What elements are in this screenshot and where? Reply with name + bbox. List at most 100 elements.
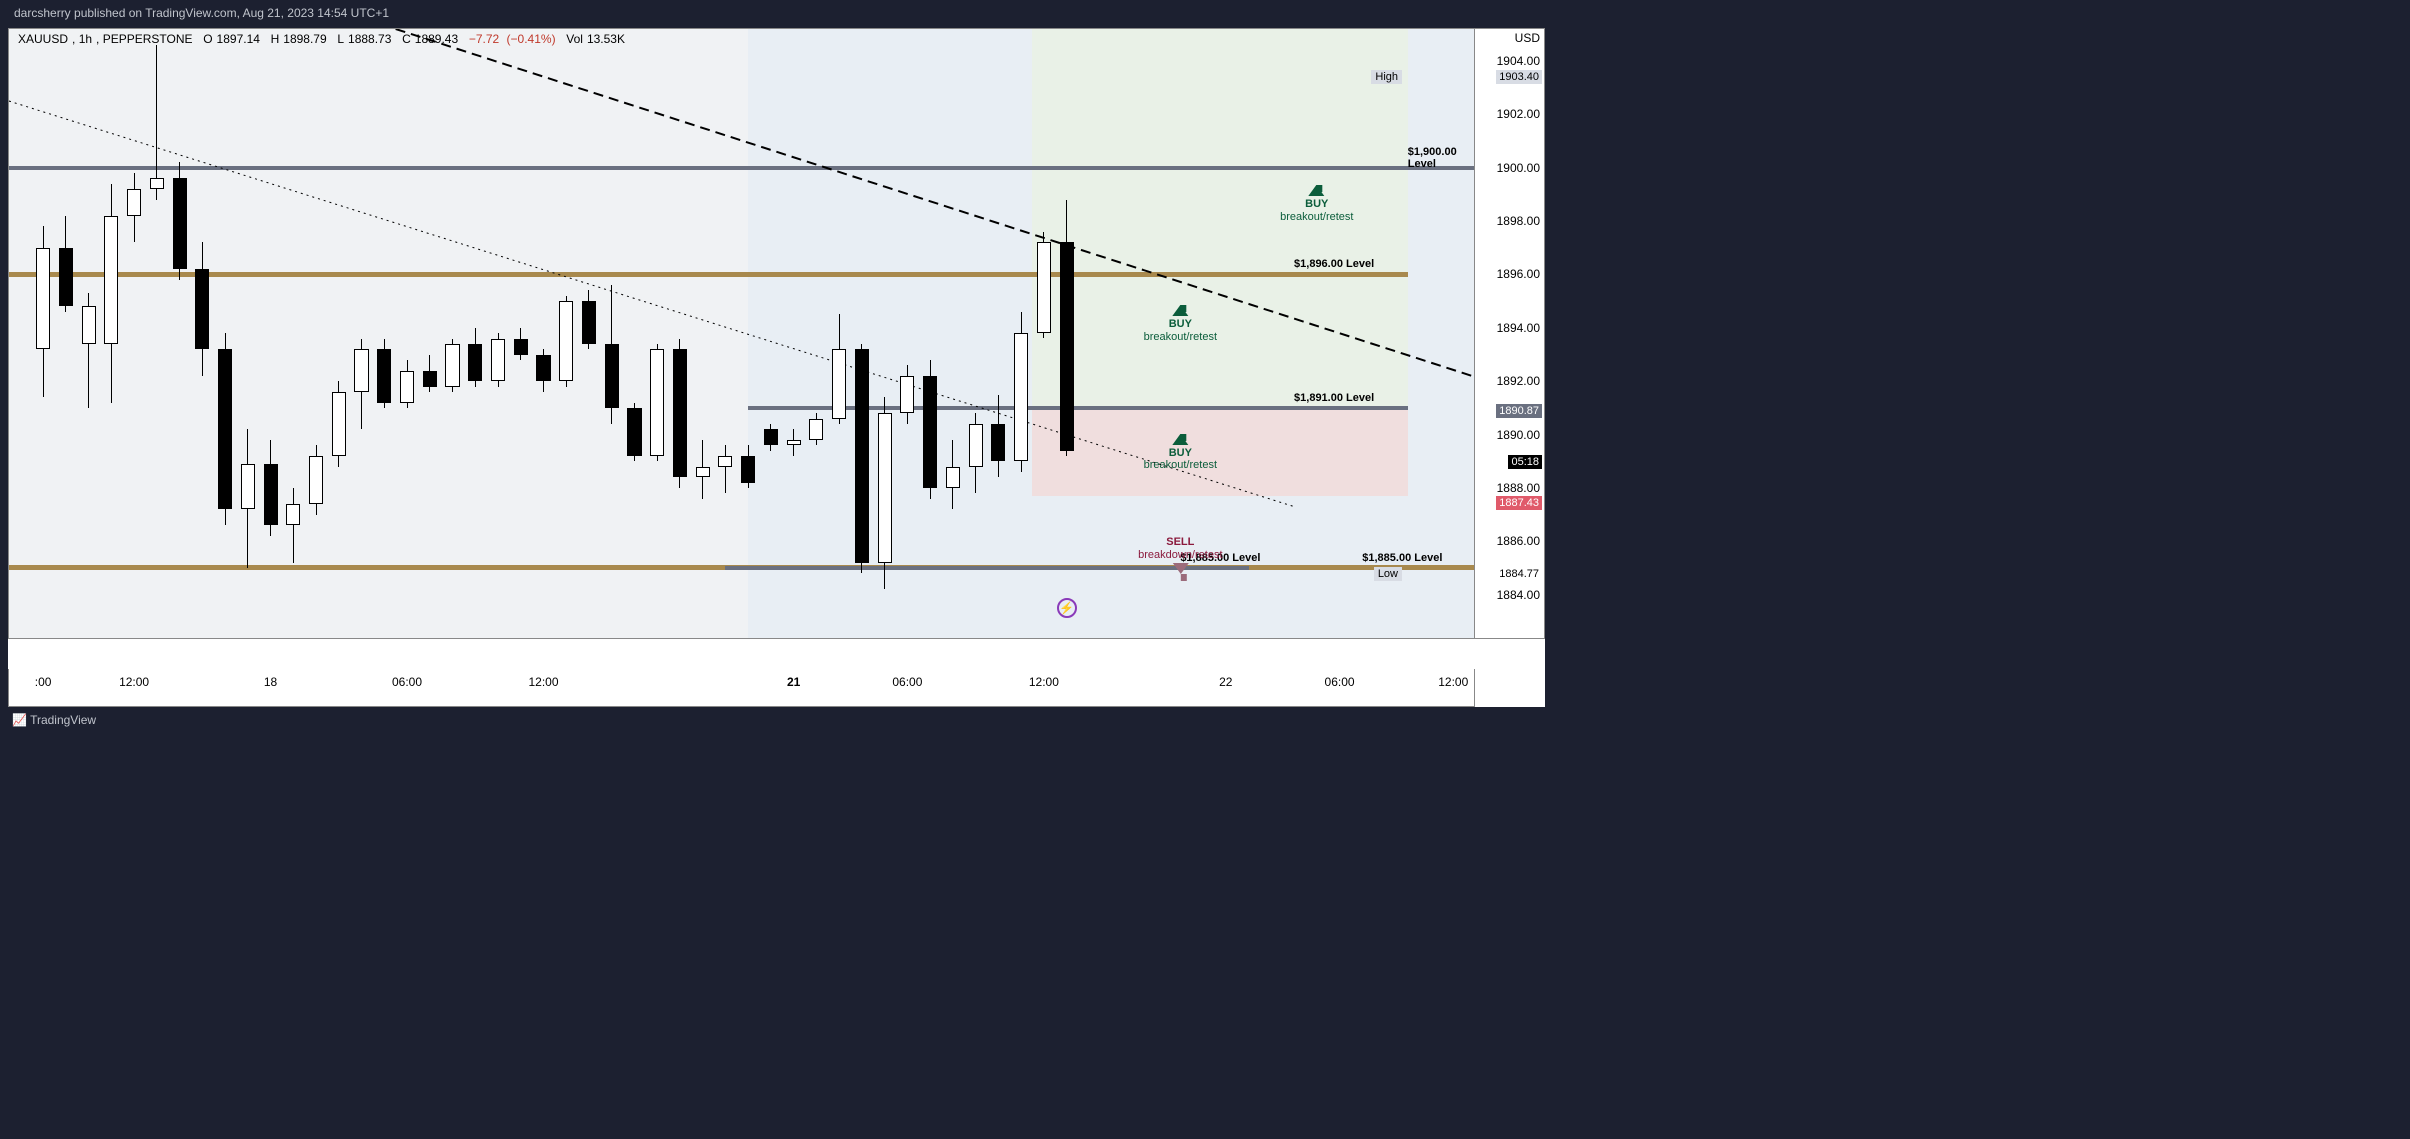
candle-body — [59, 248, 73, 307]
bg-zone — [9, 29, 748, 639]
broker: PEPPERSTONE — [103, 32, 193, 46]
level-label: $1,900.00 Level — [1408, 146, 1474, 170]
level-label: $1,891.00 Level — [1294, 392, 1374, 404]
candle-body — [354, 349, 368, 392]
candle-body — [627, 408, 641, 456]
y-tick: 1898.00 — [1497, 214, 1540, 228]
candle-body — [309, 456, 323, 504]
buy-annotation: BUYbreakout/retest — [1144, 435, 1217, 472]
candle-body — [104, 216, 118, 344]
x-tick: 12:00 — [1029, 675, 1059, 689]
candle-body — [991, 424, 1005, 461]
y-tick: 1904.00 — [1497, 54, 1540, 68]
y-tick: 1888.00 — [1497, 481, 1540, 495]
y-tick: 1896.00 — [1497, 267, 1540, 281]
level-line — [9, 272, 1408, 277]
candle-body — [36, 248, 50, 349]
candle-body — [173, 178, 187, 269]
chart-header: XAUUSD, 1h, PEPPERSTONE O1897.14 H1898.7… — [8, 28, 1545, 52]
y-axis: USD 1904.001902.001900.001898.001896.001… — [1475, 28, 1545, 639]
publish-info: darcsherry published on TradingView.com,… — [0, 0, 1553, 28]
candle-body — [377, 349, 391, 402]
candle-body — [1037, 242, 1051, 333]
candle-body — [127, 189, 141, 216]
candle-body — [445, 344, 459, 387]
x-tick: 22 — [1219, 675, 1232, 689]
footer-brand: 📈 TradingView — [0, 707, 1553, 735]
candle-body — [218, 349, 232, 509]
candle-body — [923, 376, 937, 488]
candle-body — [969, 424, 983, 467]
candle-body — [1014, 333, 1028, 461]
x-tick: 06:00 — [392, 675, 422, 689]
x-tick: 06:00 — [892, 675, 922, 689]
trade-zone — [1032, 408, 1407, 496]
candle-body — [241, 464, 255, 509]
buy-annotation: BUYbreakout/retest — [1280, 186, 1353, 223]
candle-body — [286, 504, 300, 525]
x-tick: 06:00 — [1325, 675, 1355, 689]
y-tick: 1894.00 — [1497, 321, 1540, 335]
candle-body — [878, 413, 892, 562]
candle-body — [150, 178, 164, 189]
y-tick: 1892.00 — [1497, 374, 1540, 388]
candle-body — [855, 349, 869, 562]
price-plot[interactable]: $1,900.00 Level $1,896.00 Level $1,891.00 … — [8, 28, 1475, 639]
x-tick: 18 — [264, 675, 277, 689]
sell-annotation: SELLbreakdown/retest — [1138, 536, 1222, 574]
x-axis: :00 12:00 18 06:00 12:00 21 06:00 12:00 22 06:00 1… — [8, 669, 1475, 707]
candle-body — [400, 371, 414, 403]
level-label: $1,896.00 Level — [1294, 258, 1374, 270]
range-label: High — [1371, 70, 1402, 84]
chart-page: darcsherry published on TradingView.com,… — [0, 0, 1553, 735]
price-marker: 1890.87 — [1496, 404, 1542, 418]
level-label: $1,885.00 Level — [1362, 552, 1442, 564]
candle-wick — [725, 445, 726, 493]
candle-body — [195, 269, 209, 349]
chart-frame: XAUUSD, 1h, PEPPERSTONE O1897.14 H1898.7… — [8, 28, 1545, 707]
candle-body — [423, 371, 437, 387]
candle-body — [582, 301, 596, 344]
range-label: Low — [1374, 567, 1402, 581]
candle-body — [741, 456, 755, 483]
x-tick: 21 — [787, 675, 800, 689]
candle-body — [673, 349, 687, 477]
price-marker: 1887.43 — [1496, 496, 1542, 510]
timeframe: 1h — [79, 32, 92, 46]
candle-body — [1060, 242, 1074, 450]
x-tick: :00 — [35, 675, 52, 689]
level-line — [9, 166, 1475, 170]
level-line — [748, 406, 1408, 410]
candle-body — [332, 392, 346, 456]
symbol: XAUUSD — [18, 32, 68, 46]
candle-body — [468, 344, 482, 381]
candle-body — [82, 306, 96, 343]
y-tick: 1886.00 — [1497, 534, 1540, 548]
candle-body — [696, 467, 710, 478]
candle-body — [900, 376, 914, 413]
x-tick: 12:00 — [1438, 675, 1468, 689]
candle-body — [787, 440, 801, 445]
candle-body — [559, 301, 573, 381]
buy-annotation: BUYbreakout/retest — [1144, 306, 1217, 343]
candle-body — [650, 349, 664, 456]
bolt-icon: ⚡ — [1057, 598, 1077, 618]
candle-body — [264, 464, 278, 525]
x-tick: 12:00 — [528, 675, 558, 689]
change-pct: (−0.41%) — [507, 32, 556, 46]
candle-wick — [156, 45, 157, 200]
candle-body — [605, 344, 619, 408]
y-tick: 1902.00 — [1497, 107, 1540, 121]
price-marker: 1884.77 — [1496, 567, 1542, 581]
candle-body — [514, 339, 528, 355]
y-tick: 1900.00 — [1497, 161, 1540, 175]
price-marker: 05:18 — [1508, 455, 1542, 469]
y-tick: 1884.00 — [1497, 588, 1540, 602]
candle-body — [832, 349, 846, 418]
candle-body — [718, 456, 732, 467]
candle-body — [536, 355, 550, 382]
candle-body — [491, 339, 505, 382]
candle-body — [946, 467, 960, 488]
change: −7.72 — [469, 32, 499, 46]
x-tick: 12:00 — [119, 675, 149, 689]
